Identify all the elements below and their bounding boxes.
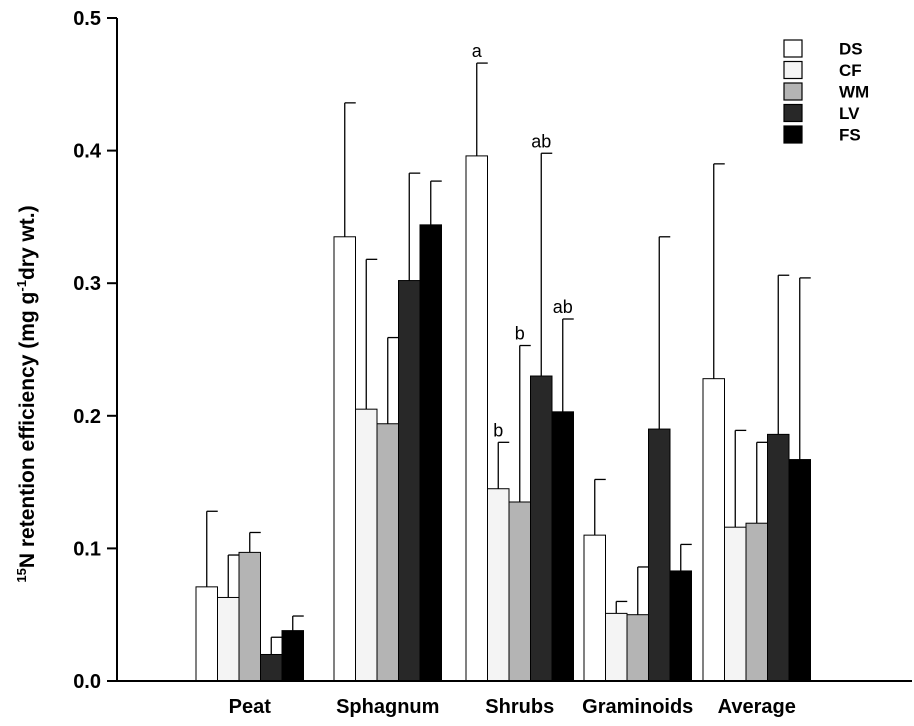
- bar: [398, 280, 421, 682]
- x-tick-label: Average: [718, 696, 796, 718]
- bar: [767, 433, 790, 682]
- y-tick-label: 0.5: [73, 8, 101, 30]
- significance-label: a: [472, 41, 483, 61]
- svg-text:15N retention efficiency (mg g: 15N retention efficiency (mg g-1dry wt.): [14, 205, 39, 582]
- legend-swatch: [783, 125, 803, 144]
- bar: [551, 411, 574, 682]
- bar: [648, 428, 671, 682]
- bar: [605, 612, 628, 682]
- bar: [238, 551, 261, 682]
- y-axis-label-exponent: -1: [14, 280, 29, 292]
- bar: [626, 614, 649, 682]
- x-tick-label: Shrubs: [485, 696, 554, 718]
- legend-label: CF: [839, 61, 862, 80]
- x-tick-label: Peat: [229, 696, 272, 718]
- bar: [281, 630, 304, 682]
- bar: [376, 423, 399, 682]
- legend-swatch: [783, 82, 803, 101]
- y-axis-label-tail: dry wt.): [16, 205, 39, 280]
- significance-label: ab: [531, 131, 551, 151]
- bar: [788, 459, 811, 682]
- bar: [530, 375, 553, 682]
- error-bars-layer: [206, 62, 811, 655]
- legend-label: DS: [839, 40, 863, 59]
- legend-swatch: [783, 60, 803, 80]
- y-axis-label-main: N retention efficiency (mg g: [16, 292, 39, 569]
- bar: [419, 224, 442, 682]
- bar: [508, 501, 531, 682]
- bar: [724, 526, 747, 682]
- significance-label: b: [515, 324, 525, 344]
- bar: [487, 488, 510, 682]
- bar: [465, 155, 488, 682]
- bar: [583, 534, 606, 682]
- legend-swatch: [783, 103, 803, 123]
- bar: [217, 596, 240, 682]
- legend-label: FS: [839, 126, 861, 145]
- legend: DS CF WM LV FS: [783, 39, 869, 145]
- bar: [669, 570, 692, 682]
- bar: [745, 522, 768, 682]
- x-tick-label: Sphagnum: [336, 696, 439, 718]
- y-tick-label: 0.1: [73, 538, 101, 560]
- bar: [260, 653, 283, 682]
- bars-layer: [195, 155, 811, 682]
- bar: [702, 378, 725, 682]
- bar: [355, 408, 378, 682]
- significance-label: b: [493, 420, 503, 440]
- legend-label: LV: [839, 104, 860, 123]
- bar: [333, 236, 356, 682]
- x-tick-label: Graminoids: [582, 696, 693, 718]
- y-tick-label: 0.0: [73, 671, 101, 693]
- y-tick-label: 0.3: [73, 273, 101, 295]
- axes-layer: 0.0 0.1 0.2 0.3 0.4 0.5 Peat Sphagnum Shrubs Gram…: [73, 8, 912, 718]
- legend-swatch: [783, 39, 803, 58]
- y-tick-label: 0.4: [73, 141, 102, 163]
- y-axis-label: 15N retention efficiency (mg g-1dry wt.): [14, 205, 39, 582]
- legend-label: WM: [839, 83, 869, 102]
- significance-label: ab: [553, 297, 573, 317]
- bar: [195, 586, 218, 682]
- y-axis-label-superscript: 15: [14, 568, 29, 582]
- y-tick-label: 0.2: [73, 406, 101, 428]
